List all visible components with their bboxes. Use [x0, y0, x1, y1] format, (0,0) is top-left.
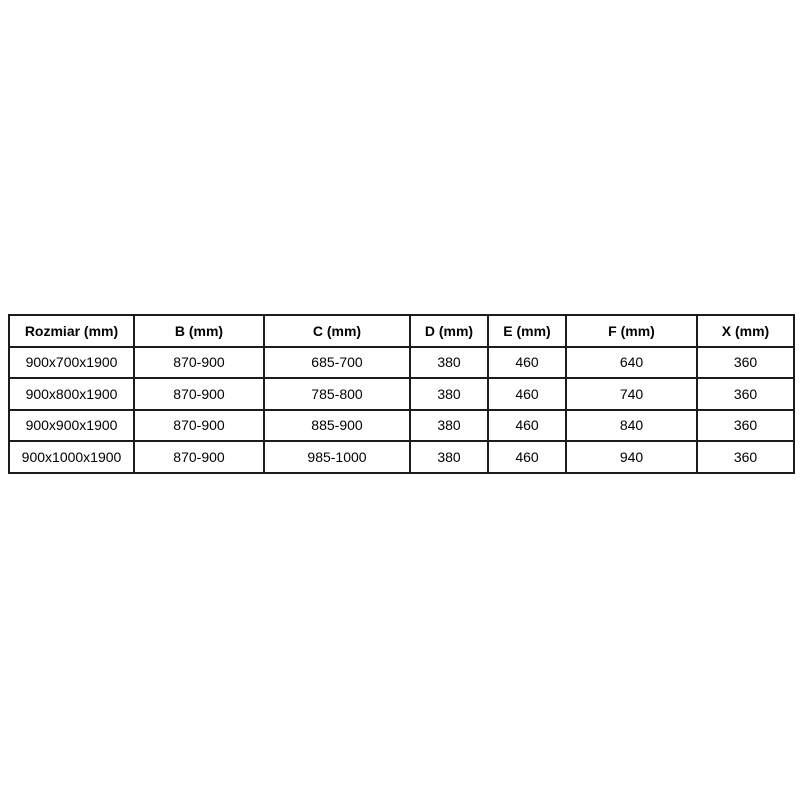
cell-c: 885-900: [263, 408, 411, 442]
cell-x: 360: [696, 345, 795, 379]
header-cell-d: D (mm): [409, 314, 489, 348]
cell-c: 985-1000: [263, 440, 411, 474]
cell-x: 360: [696, 377, 795, 411]
cell-f: 740: [565, 377, 698, 411]
header-cell-x: X (mm): [696, 314, 795, 348]
cell-b: 870-900: [133, 440, 265, 474]
cell-e: 460: [487, 408, 567, 442]
cell-b: 870-900: [133, 377, 265, 411]
header-cell-rozmiar: Rozmiar (mm): [8, 314, 135, 348]
cell-rozmiar: 900x1000x1900: [8, 440, 135, 474]
header-cell-e: E (mm): [487, 314, 567, 348]
table-row: 900x700x1900 870-900 685-700 380 460 640…: [8, 345, 795, 379]
table-row: 900x900x1900 870-900 885-900 380 460 840…: [8, 408, 795, 442]
spec-table-header-row: Rozmiar (mm) B (mm) C (mm) D (mm) E (mm)…: [8, 314, 795, 348]
header-cell-f: F (mm): [565, 314, 698, 348]
table-row: 900x800x1900 870-900 785-800 380 460 740…: [8, 377, 795, 411]
cell-b: 870-900: [133, 345, 265, 379]
cell-x: 360: [696, 408, 795, 442]
cell-rozmiar: 900x700x1900: [8, 345, 135, 379]
cell-d: 380: [409, 440, 489, 474]
header-cell-b: B (mm): [133, 314, 265, 348]
table-row: 900x1000x1900 870-900 985-1000 380 460 9…: [8, 440, 795, 474]
cell-c: 785-800: [263, 377, 411, 411]
cell-f: 840: [565, 408, 698, 442]
cell-f: 940: [565, 440, 698, 474]
cell-c: 685-700: [263, 345, 411, 379]
header-cell-c: C (mm): [263, 314, 411, 348]
cell-e: 460: [487, 377, 567, 411]
cell-d: 380: [409, 377, 489, 411]
cell-f: 640: [565, 345, 698, 379]
cell-rozmiar: 900x800x1900: [8, 377, 135, 411]
cell-x: 360: [696, 440, 795, 474]
cell-d: 380: [409, 345, 489, 379]
cell-rozmiar: 900x900x1900: [8, 408, 135, 442]
cell-d: 380: [409, 408, 489, 442]
cell-b: 870-900: [133, 408, 265, 442]
dimensions-spec-table: Rozmiar (mm) B (mm) C (mm) D (mm) E (mm)…: [8, 314, 795, 474]
cell-e: 460: [487, 345, 567, 379]
cell-e: 460: [487, 440, 567, 474]
